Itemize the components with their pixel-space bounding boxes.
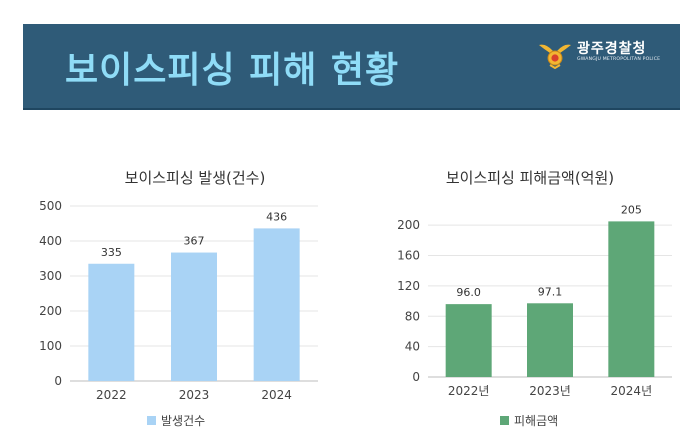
- chart1-bar: [88, 263, 135, 381]
- chart1-legend-swatch: [147, 416, 156, 425]
- chart1-ytick-label: 500: [39, 199, 62, 213]
- chart2-ytick-label: 80: [405, 309, 420, 323]
- chart2-data-label: 96.0: [456, 286, 481, 299]
- chart1-legend: 발생건수: [147, 412, 205, 429]
- chart1-ytick-label: 300: [39, 269, 62, 283]
- chart2-legend-label: 피해금액: [514, 414, 559, 428]
- chart2-bar: [608, 221, 655, 377]
- chart2-xtick-label: 2023년: [529, 384, 571, 398]
- page-title: 보이스피싱 피해 현황: [65, 50, 400, 91]
- chart2-ytick-label: 160: [397, 249, 420, 263]
- chart1-bar: [253, 228, 300, 381]
- chart2-data-label: 97.1: [538, 285, 563, 298]
- chart1-ytick-label: 100: [39, 339, 62, 353]
- chart1-data-label: 335: [101, 246, 122, 259]
- police-emblem-icon: [539, 44, 571, 69]
- chart1-ytick-label: 400: [39, 234, 62, 248]
- chart2-legend-swatch: [500, 416, 509, 425]
- chart2-bar: [445, 304, 492, 377]
- chart2-data-label: 205: [621, 203, 642, 216]
- chart1-xtick-label: 2023: [179, 388, 210, 402]
- chart2-ytick-label: 120: [397, 279, 420, 293]
- logo-subtitle: GWANGJU METROPOLITAN POLICE: [577, 57, 661, 62]
- chart2-ytick-label: 40: [405, 340, 420, 354]
- chart1-bar: [171, 252, 217, 381]
- chart1-title: 보이스피싱 발생(건수): [124, 169, 266, 187]
- police-logo: 광주경찰청 GWANGJU METROPOLITAN POLICE: [538, 37, 668, 71]
- chart2-bar: [527, 303, 573, 377]
- chart1-ytick-label: 200: [39, 304, 62, 318]
- chart1-legend-label: 발생건수: [161, 414, 206, 428]
- logo-name: 광주경찰청: [577, 41, 647, 57]
- chart2-xtick-label: 2024년: [611, 384, 653, 398]
- chart1-data-label: 367: [184, 235, 205, 248]
- chart2-ytick-label: 0: [412, 370, 420, 384]
- header-banner: 보이스피싱 피해 현황 광주경찰청 GWANGJU METROPOLITAN P…: [23, 24, 680, 110]
- chart1-ytick-label: 0: [54, 374, 62, 388]
- chart1-data-label: 436: [266, 210, 287, 223]
- chart1-xtick-label: 2022: [96, 388, 127, 402]
- chart2-legend: 피해금액: [500, 412, 558, 429]
- chart2-title: 보이스피싱 피해금액(억원): [445, 169, 615, 187]
- chart2-xtick-label: 2022년: [448, 384, 490, 398]
- chart2-ytick-label: 200: [397, 218, 420, 232]
- chart1-xtick-label: 2024: [261, 388, 292, 402]
